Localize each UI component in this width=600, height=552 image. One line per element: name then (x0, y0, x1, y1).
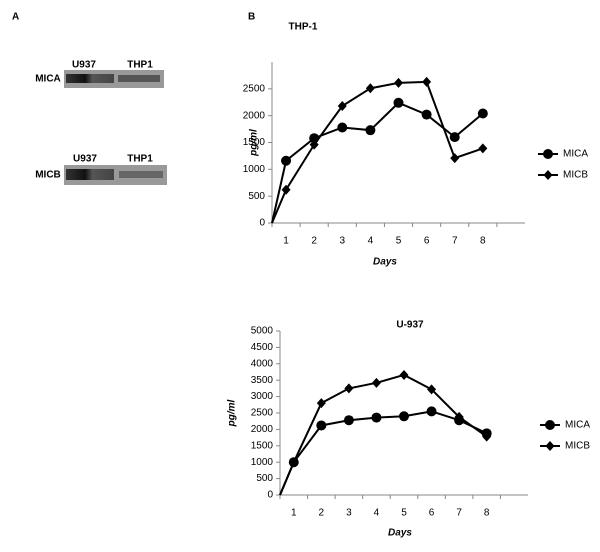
marker (421, 109, 432, 120)
marker (543, 170, 553, 180)
marker (281, 184, 291, 195)
legend-label: MICB (565, 441, 590, 452)
marker (477, 108, 488, 119)
legend-label: MICB (563, 170, 588, 181)
x-tick-label: 4 (374, 508, 380, 519)
marker (337, 101, 347, 112)
x-axis-title: Days (373, 257, 397, 268)
lane-label: U937 (73, 154, 97, 165)
marker (427, 384, 437, 395)
marker (543, 149, 553, 159)
y-tick-label: 2500 (243, 83, 266, 94)
marker (289, 457, 299, 468)
x-tick-label: 8 (484, 508, 490, 519)
chart-title: U-937 (396, 320, 424, 331)
marker (454, 411, 464, 422)
y-tick-label: 4000 (251, 358, 274, 369)
y-tick-label: 4500 (251, 342, 274, 353)
panel-label: B (248, 12, 255, 23)
chart-title: THP-1 (289, 22, 318, 33)
marker (393, 97, 404, 108)
y-tick-label: 1000 (251, 457, 274, 468)
x-tick-label: 8 (480, 236, 486, 247)
y-tick-label: 2000 (251, 424, 274, 435)
y-tick-label: 0 (267, 490, 273, 501)
y-tick-label: 3000 (251, 391, 274, 402)
marker (365, 125, 376, 136)
marker (309, 139, 319, 150)
panel-label: A (12, 12, 19, 23)
x-tick-label: 1 (283, 236, 289, 247)
blot-band (66, 169, 114, 180)
y-tick-label: 500 (256, 473, 273, 484)
marker (426, 406, 437, 417)
marker (399, 411, 409, 422)
y-tick-label: 2500 (251, 408, 274, 419)
marker (371, 377, 381, 388)
x-tick-label: 3 (339, 236, 345, 247)
marker (316, 398, 326, 409)
x-tick-label: 6 (429, 508, 435, 519)
legend-label: MICA (565, 420, 590, 431)
x-tick-label: 5 (401, 508, 407, 519)
x-tick-label: 1 (291, 508, 297, 519)
y-tick-label: 0 (259, 218, 265, 229)
y-tick-label: 3500 (251, 375, 274, 386)
protein-label: MICB (35, 170, 61, 181)
marker (449, 132, 460, 143)
x-tick-label: 5 (396, 236, 402, 247)
marker (344, 383, 354, 394)
marker (343, 415, 354, 426)
lane-label: U937 (72, 60, 96, 71)
marker (365, 83, 375, 94)
marker (399, 369, 409, 380)
x-tick-label: 2 (311, 236, 317, 247)
marker (371, 412, 382, 423)
x-tick-label: 4 (368, 236, 374, 247)
marker (394, 77, 403, 88)
lane-label: THP1 (127, 60, 153, 71)
x-tick-label: 3 (346, 508, 352, 519)
blot-band (66, 74, 114, 83)
marker (478, 143, 488, 154)
x-axis-title: Days (388, 528, 412, 539)
legend-label: MICA (563, 149, 588, 160)
marker (482, 431, 492, 442)
y-tick-label: 1500 (243, 137, 266, 148)
blot-band (118, 75, 160, 82)
lane-label: THP1 (127, 154, 153, 165)
y-tick-label: 5000 (251, 326, 274, 337)
x-tick-label: 6 (424, 236, 430, 247)
marker (281, 155, 292, 166)
y-axis-title: pg/ml (227, 399, 238, 427)
series-line (271, 80, 484, 224)
y-tick-label: 1500 (251, 440, 274, 451)
y-tick-label: 500 (248, 191, 265, 202)
y-axis-title: pg/ml (249, 129, 260, 157)
y-tick-label: 2000 (243, 110, 266, 121)
x-tick-label: 7 (456, 508, 462, 519)
blot-band (119, 171, 163, 178)
y-tick-label: 1000 (243, 164, 266, 175)
protein-label: MICA (35, 74, 61, 85)
x-tick-label: 7 (452, 236, 458, 247)
marker (316, 420, 327, 431)
marker (422, 76, 432, 87)
x-tick-label: 2 (319, 508, 325, 519)
marker (450, 153, 460, 164)
marker (337, 122, 348, 133)
series-line (279, 373, 488, 496)
marker (545, 441, 555, 451)
marker (545, 420, 555, 430)
